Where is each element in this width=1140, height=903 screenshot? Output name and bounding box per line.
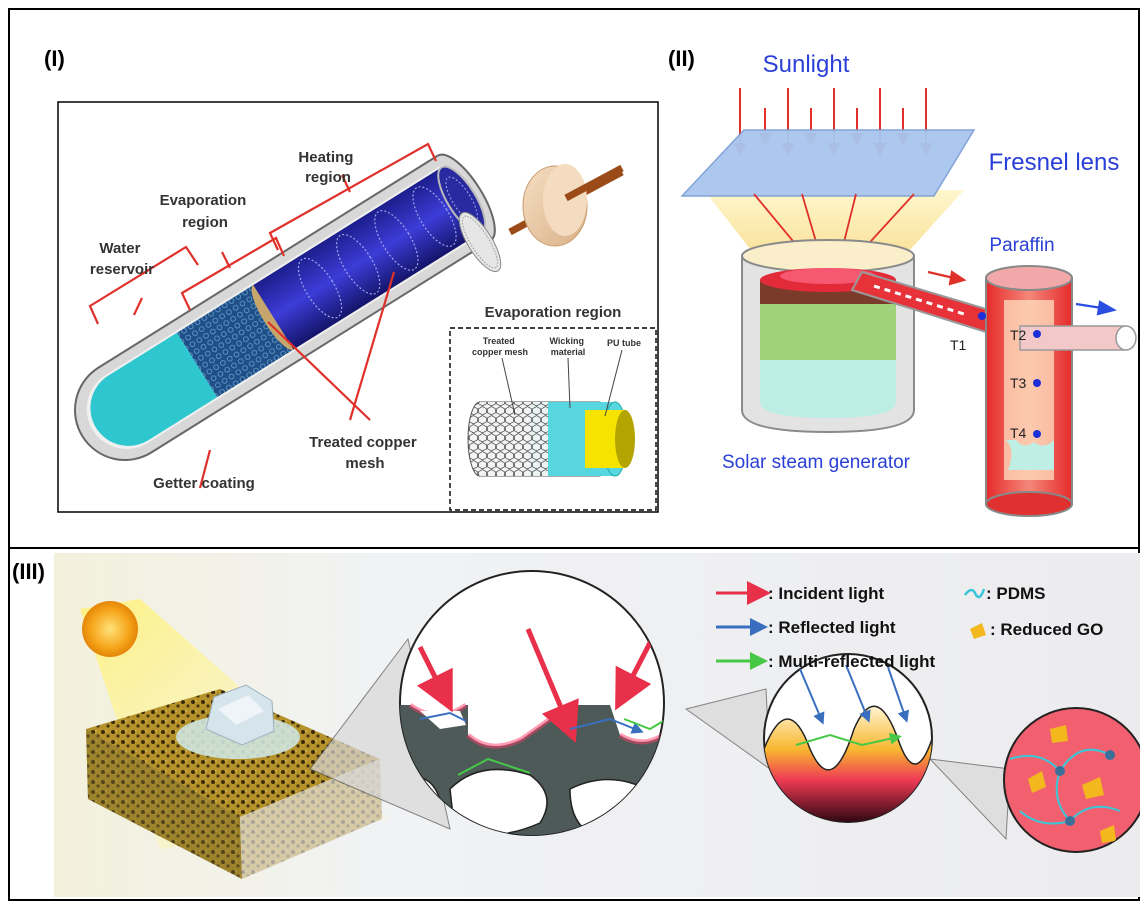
mesh-pointers [198,271,396,489]
paraffin-container [985,265,1073,517]
legend-pdms: : PDMS [986,584,1046,603]
getter-coating-label: Getter coating [153,475,255,492]
panel-i-diagram: (I) Heati [44,46,659,513]
inset-title: Evaporation region [485,304,622,321]
steam-generator-vessel [741,239,915,434]
t1-label: T1 [950,337,967,353]
zoom-circle-wave [763,653,933,823]
panel-i: (I) Heati [8,8,666,549]
inset-pu-tube-label: PU tube [607,338,641,348]
ice-block [176,684,300,759]
paraffin-label: Paraffin [989,235,1054,256]
panel-iii-label: (III) [12,559,45,584]
legend-reflected: : Reflected light [768,618,896,637]
panel-iii: (III) [8,547,1140,901]
inset-leaders [501,349,623,417]
water-reservoir-fill [90,332,218,446]
thermocouple-points [978,312,1041,438]
fresnel-lens-label: Fresnel lens [989,149,1120,176]
t3-label: T3 [1010,375,1027,391]
legend: : Incident light : Reflected light : Mul… [716,581,1103,671]
t4-label: T4 [1010,425,1027,441]
inset-wicking-label: Wicking material [550,336,587,357]
legend-multi: : Multi-reflected light [768,652,936,671]
pdms-icon [963,588,986,599]
flow-arrow-in [927,270,967,286]
sunlight-label: Sunlight [763,51,850,78]
panel-ii-label: (II) [668,46,695,71]
treated-copper-mesh-label: Treated copper mesh [309,434,421,472]
panel-iii-diagram: (III) [12,553,1140,897]
inset-treated-mesh-label: Treated copper mesh [472,336,528,357]
region-brackets [88,142,437,325]
sun-icon [82,601,138,657]
rgo-icon [970,623,986,639]
zoom-circle-network [1003,707,1140,853]
heating-region-label: Heating region [298,149,357,186]
panel-ii-diagram: (II) Sunlight Fresnel lens Solar steam g… [668,46,1137,517]
zoom-circle-surface [399,570,665,836]
solar-steam-generator-label: Solar steam generator [722,452,911,473]
foam-block [86,689,382,879]
fresnel-lens [680,129,976,197]
water-reservoir-label: Water reservoir [90,240,154,278]
legend-incident: : Incident light [768,584,884,603]
panel-i-label: (I) [44,46,65,71]
vacuum-tube [74,153,496,461]
mesh-disc [458,211,502,273]
flow-arrow-out [1075,300,1117,316]
outlet-pipe [1019,325,1137,351]
wooden-plug [508,164,624,247]
t2-label: T2 [1010,327,1027,343]
evaporation-region-label: Evaporation region [160,192,251,231]
inset-cylinder [467,401,635,477]
heating-region-tube [253,167,482,350]
legend-rgo: : Reduced GO [990,620,1103,639]
panel-ii: (II) Sunlight Fresnel lens Solar steam g… [664,8,1140,549]
